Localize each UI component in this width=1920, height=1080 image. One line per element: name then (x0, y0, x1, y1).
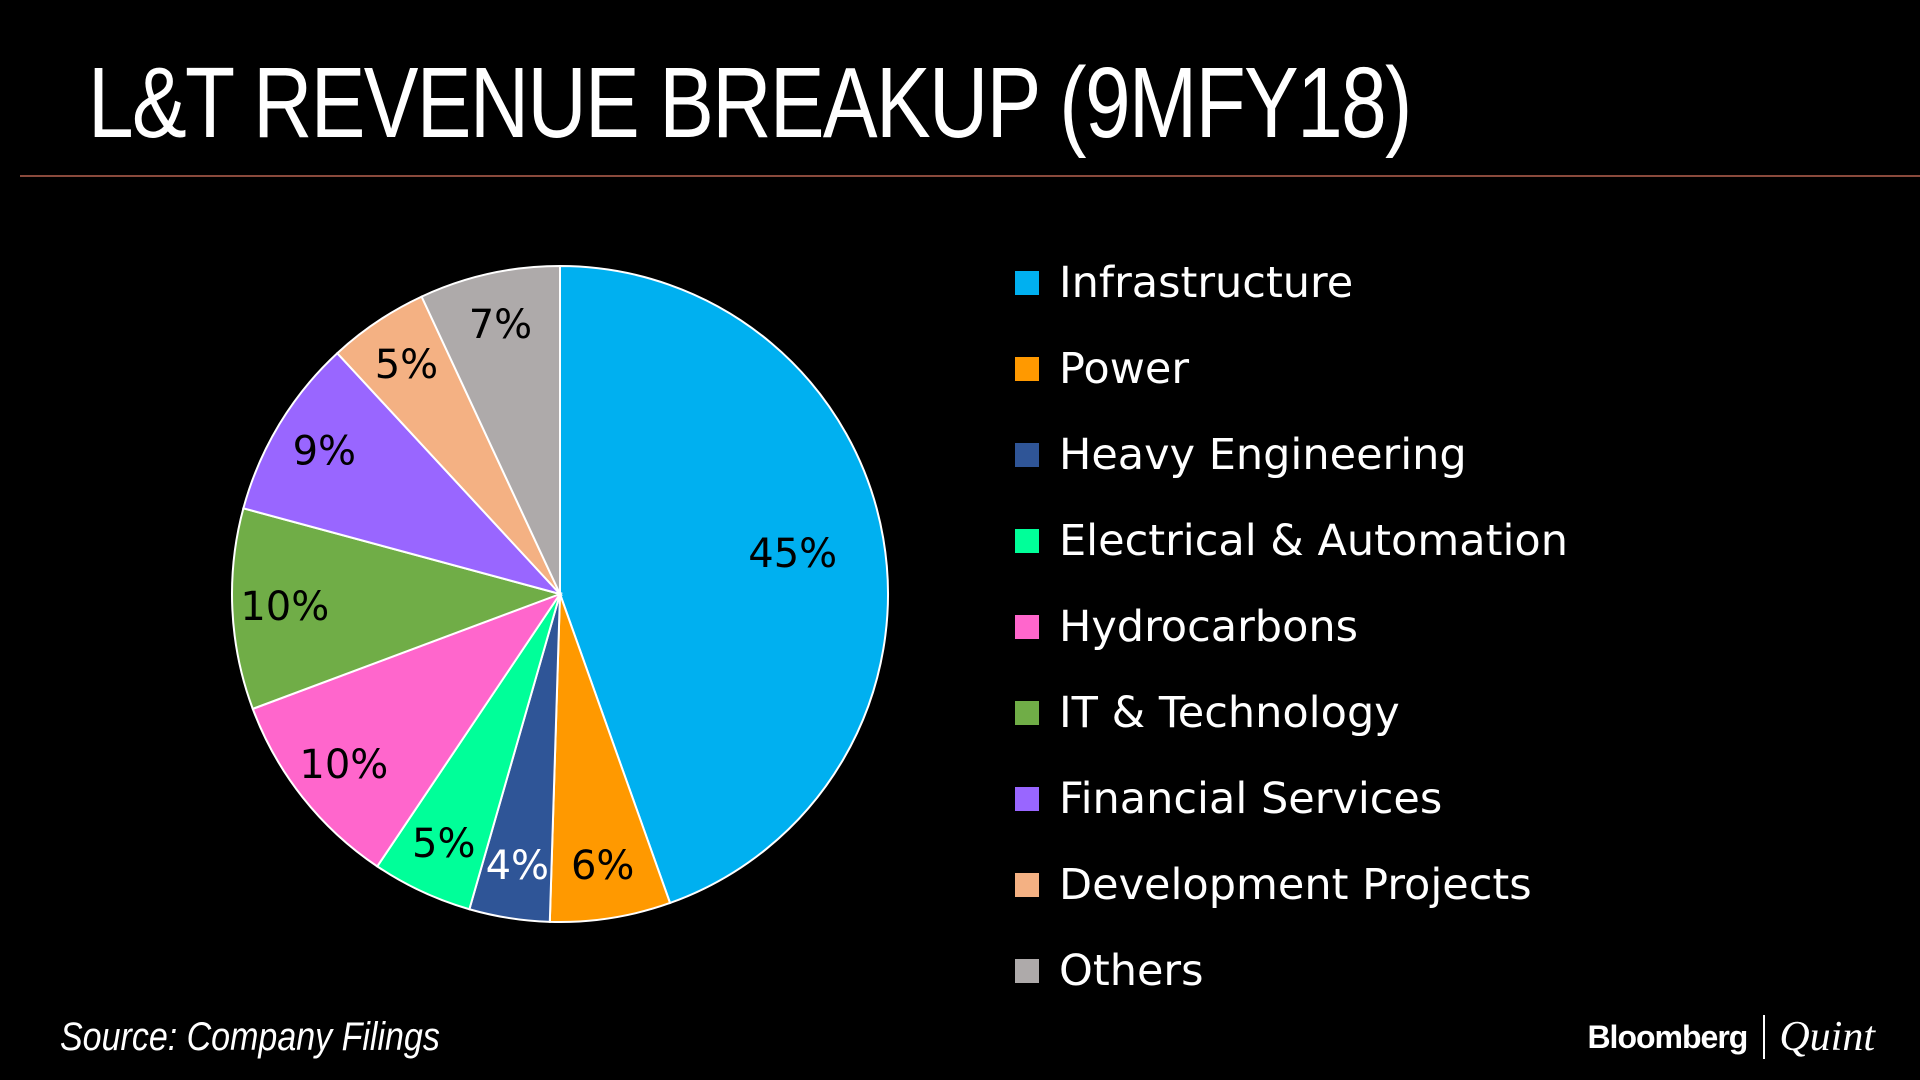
page-title: L&T REVENUE BREAKUP (9MFY18) (88, 47, 1412, 159)
pie-slice-it-and-technology (231, 507, 564, 711)
data-label-infrastructure: 45% (748, 531, 837, 577)
brand-quint: Quint (1779, 1014, 1875, 1060)
legend-label: Electrical & Automation (1059, 516, 1568, 566)
legend-item-others: Others (1015, 928, 1568, 1014)
title-divider (20, 175, 1920, 177)
legend-item-electrical-and-automation: Electrical & Automation (1015, 498, 1568, 584)
pie-slice-hydrocarbons (251, 591, 563, 868)
chart-legend: Infrastructure Power Heavy Engineering Elec… (1015, 240, 1568, 1014)
legend-label: Development Projects (1059, 860, 1532, 910)
legend-item-it-and-technology: IT & Technology (1015, 670, 1568, 756)
data-label-financial-services: 9% (293, 428, 356, 474)
legend-label: Financial Services (1059, 774, 1443, 824)
legend-swatch (1015, 873, 1039, 897)
pie-slice-financial-services (242, 351, 564, 596)
legend-item-development-projects: Development Projects (1015, 842, 1568, 928)
legend-swatch (1015, 271, 1039, 295)
pie-slice-others (420, 264, 561, 595)
legend-swatch (1015, 529, 1039, 553)
brand-separator (1763, 1015, 1766, 1059)
data-label-heavy-engineering: 4% (486, 843, 549, 889)
legend-label: IT & Technology (1059, 688, 1400, 738)
legend-swatch (1015, 615, 1039, 639)
legend-item-infrastructure: Infrastructure (1015, 240, 1568, 326)
legend-swatch (1015, 787, 1039, 811)
data-label-it-and-technology: 10% (240, 584, 329, 630)
legend-swatch (1015, 443, 1039, 467)
data-label-hydrocarbons: 10% (299, 742, 388, 788)
legend-item-hydrocarbons: Hydrocarbons (1015, 584, 1568, 670)
legend-label: Heavy Engineering (1059, 430, 1467, 480)
source-note: Source: Company Filings (60, 1015, 440, 1059)
pie-slice-infrastructure (559, 264, 889, 905)
legend-swatch (1015, 959, 1039, 983)
legend-swatch (1015, 357, 1039, 381)
legend-item-heavy-engineering: Heavy Engineering (1015, 412, 1568, 498)
legend-item-power: Power (1015, 326, 1568, 412)
pie-slice-power (548, 593, 672, 923)
legend-label: Power (1059, 344, 1190, 394)
legend-label: Infrastructure (1059, 258, 1354, 308)
data-label-others: 7% (469, 302, 532, 348)
data-label-electrical-and-automation: 5% (412, 821, 475, 867)
legend-label: Others (1059, 946, 1204, 996)
data-label-power: 6% (571, 843, 634, 889)
legend-label: Hydrocarbons (1059, 602, 1359, 652)
brand-logo: Bloomberg Quint (1587, 1013, 1875, 1061)
brand-bloomberg: Bloomberg (1587, 1018, 1748, 1055)
legend-item-financial-services: Financial Services (1015, 756, 1568, 842)
data-label-development-projects: 5% (375, 342, 438, 388)
legend-swatch (1015, 701, 1039, 725)
